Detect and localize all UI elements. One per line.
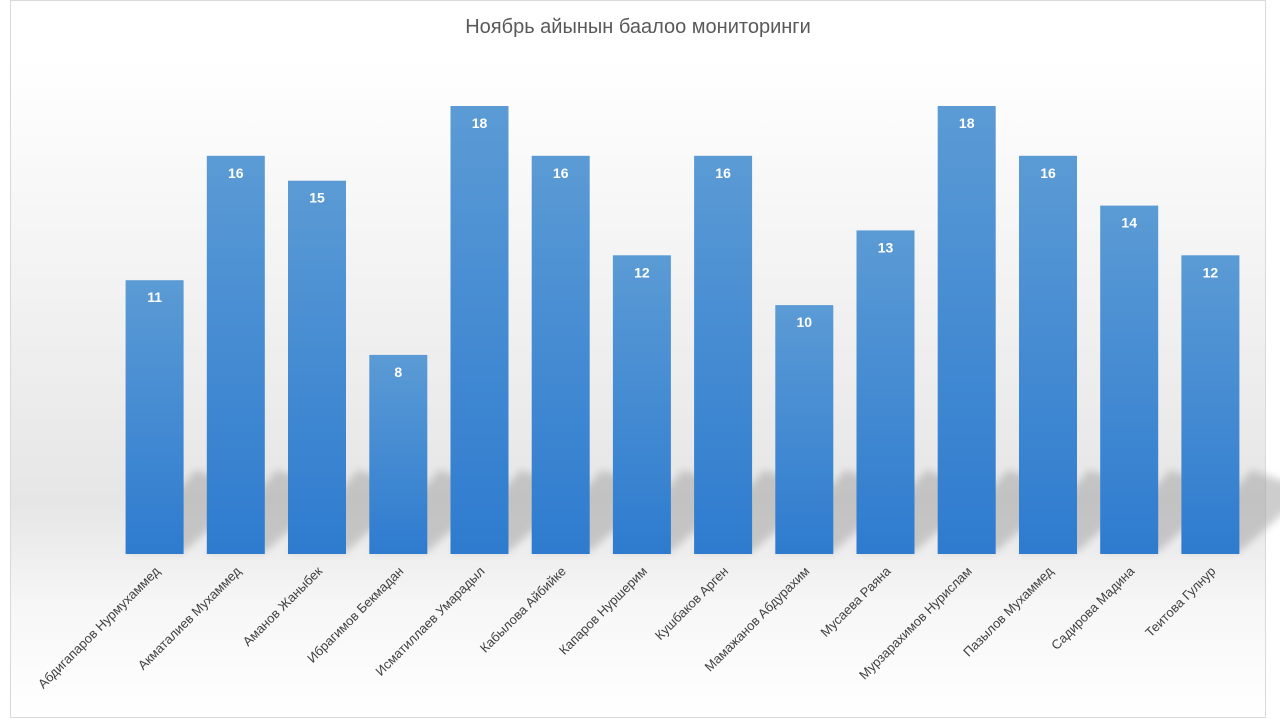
x-tick-label: Кушбаков Арген — [652, 564, 731, 643]
x-tick-label: Садирова Мадина — [1048, 563, 1138, 653]
bar — [369, 354, 428, 554]
bar — [125, 280, 184, 554]
bar — [856, 230, 915, 554]
chart-title: Ноябрь айынын баалоо мониторинги — [465, 16, 811, 38]
data-label: 18 — [472, 115, 488, 131]
x-tick-label: Теитова Гулнур — [1142, 564, 1218, 640]
bar — [775, 305, 834, 554]
data-label: 12 — [634, 264, 650, 280]
bar — [1181, 255, 1240, 555]
bar — [288, 180, 346, 554]
data-label: 8 — [394, 364, 402, 380]
data-label: 16 — [553, 165, 569, 181]
bar — [450, 106, 509, 554]
data-label: 18 — [959, 115, 975, 131]
data-label: 14 — [1121, 215, 1137, 231]
data-label: 16 — [1040, 165, 1056, 181]
data-label: 16 — [228, 165, 244, 181]
bar — [206, 155, 265, 555]
x-tick-label: Кабылова Айбийке — [477, 564, 569, 656]
bar — [1019, 155, 1077, 555]
bar — [1100, 205, 1159, 554]
data-label: 11 — [147, 289, 162, 305]
x-tick-label: Аманов Жаныбек — [240, 563, 326, 649]
data-label: 10 — [797, 314, 813, 330]
data-label: 16 — [715, 165, 731, 181]
x-tick-label: Пазылов Мухаммед — [960, 563, 1056, 659]
bar — [612, 255, 671, 555]
data-label: 15 — [309, 190, 325, 206]
data-label: 12 — [1203, 264, 1219, 280]
x-tick-label: Капаров Нуршерим — [556, 563, 650, 657]
bar — [531, 155, 590, 555]
bars — [125, 106, 1240, 555]
x-tick-label: Мусаева Раяна — [817, 563, 894, 640]
bar — [937, 106, 996, 554]
bar — [694, 155, 753, 555]
data-label: 13 — [878, 239, 894, 255]
data-labels: 11 16 15 8 18 16 12 16 10 13 18 16 14 12 — [147, 115, 1218, 380]
